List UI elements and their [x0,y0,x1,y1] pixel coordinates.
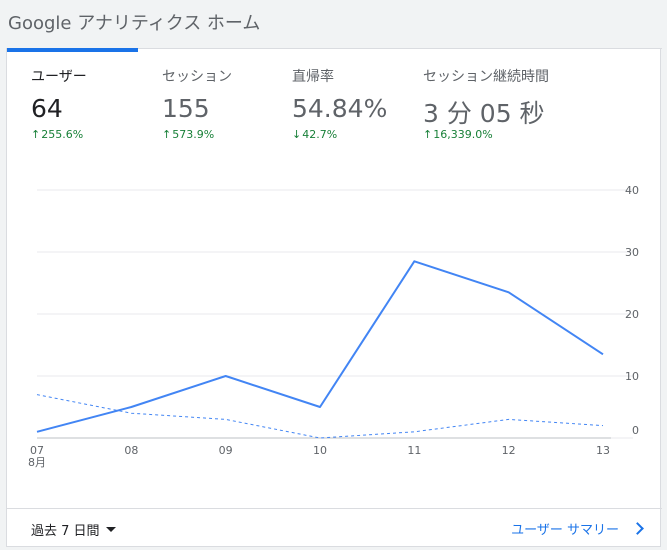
metric-label: 直帰率 [292,69,334,85]
metric-session-duration[interactable]: セッション継続時間 3 分 05 秒 ↑16,339.0% [423,66,549,141]
x-tick-label: 07 [30,444,44,457]
y-tick-label: 20 [625,308,639,321]
x-tick-label: 10 [313,444,327,457]
footer-divider [7,508,662,509]
metric-change-value: 16,339.0% [433,128,493,141]
comparison-series-line [36,394,604,439]
caret-down-icon [105,527,116,532]
active-metric-indicator [7,48,138,52]
metric-change: ↑573.9% [162,128,214,141]
x-tick-label: 11 [407,444,421,457]
date-range-dropdown[interactable]: 過去 7 日間 [31,520,116,539]
chart-svg: 0 10 20 30 40 07 08 09 10 11 12 13 8月 [28,184,639,469]
user-summary-label: ユーザー サマリー [511,523,619,538]
metric-users[interactable]: ユーザー 64 ↑255.6% [31,66,87,141]
metric-sessions[interactable]: セッション 155 ↑573.9% [162,66,232,141]
y-tick-label: 0 [632,424,639,437]
x-tick-label: 13 [596,444,610,457]
metric-label: セッション [162,69,232,85]
metric-bounce-rate[interactable]: 直帰率 54.84% ↓42.7% [292,66,387,141]
metric-change-value: 255.6% [41,128,84,141]
metric-value: 3 分 05 秒 [423,99,545,128]
x-month-label: 8月 [28,456,46,469]
arrow-down-icon: ↓ [292,128,302,141]
arrow-up-icon: ↑ [423,128,433,141]
metric-value: 54.84% [292,94,388,123]
metric-change-value: 42.7% [302,128,338,141]
metric-change: ↑255.6% [31,128,83,141]
users-line-chart: 0 10 20 30 40 07 08 09 10 11 12 13 8月 [7,168,662,498]
metric-label: ユーザー [31,69,87,85]
x-tick-label: 12 [502,444,516,457]
page-title: Google アナリティクス ホーム [8,13,261,34]
metric-label: セッション継続時間 [423,69,549,85]
chevron-right-icon [631,522,644,535]
primary-series-line [36,260,604,433]
metric-value: 64 [31,94,63,123]
y-tick-label: 40 [625,184,639,197]
date-range-label: 過去 7 日間 [31,524,100,539]
y-tick-label: 10 [625,370,639,383]
user-summary-link[interactable]: ユーザー サマリー [511,519,644,538]
arrow-up-icon: ↑ [31,128,41,141]
metric-change-value: 573.9% [172,128,215,141]
metric-value: 155 [162,94,210,123]
metric-change: ↑16,339.0% [423,128,493,141]
y-tick-label: 30 [625,246,639,259]
x-tick-label: 08 [124,444,138,457]
card-top-border [7,48,662,49]
metric-change: ↓42.7% [292,128,337,141]
arrow-up-icon: ↑ [162,128,172,141]
analytics-card: ユーザー 64 ↑255.6% セッション 155 ↑573.9% 直帰率 54… [6,48,662,547]
x-tick-label: 09 [219,444,233,457]
